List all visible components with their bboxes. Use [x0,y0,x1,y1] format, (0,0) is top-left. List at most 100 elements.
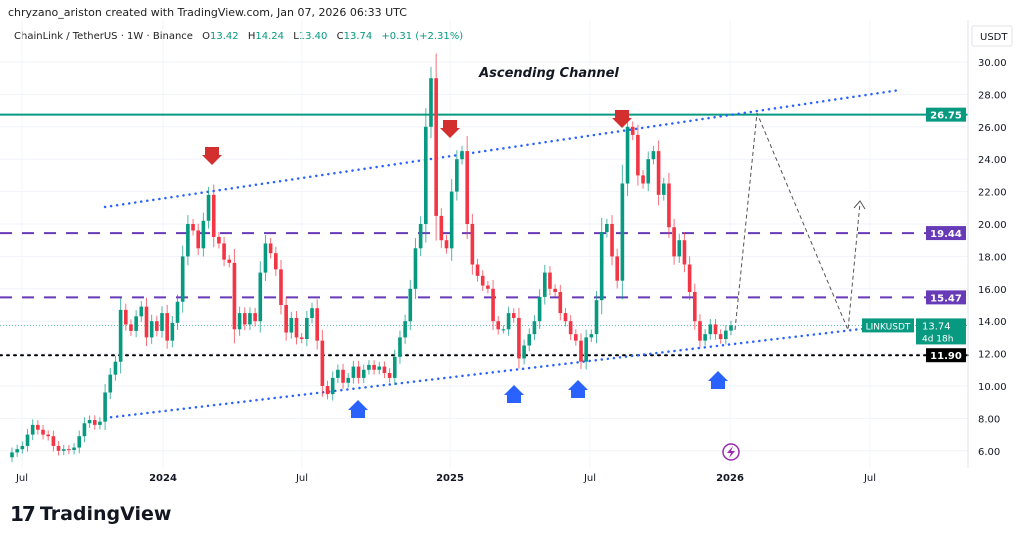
candle-body [636,134,640,176]
open-label: O [202,31,210,42]
credit-text: chryzano_ariston created with TradingVie… [8,6,407,19]
candle-body [692,292,697,322]
candle-body [418,224,423,249]
annotations: 26.75 19.44 15.47 11.90 LINKUSDT 13.74 4d 18h A… [202,66,966,461]
candle-body [703,334,707,341]
y-tick-label: 10.00 [978,382,1007,393]
candle-body [253,313,257,322]
candle-body [289,317,294,333]
candle-body [387,373,392,378]
candle-body [284,305,288,333]
lightning-icon [722,443,740,461]
last-price-badge [916,318,966,345]
candle-body [558,292,563,314]
candle-body [129,324,133,331]
candle-body [548,272,552,289]
lightning-bolt-icon [727,446,735,458]
tradingview-logo-icon: 17 [10,502,36,526]
channel-lower-line [103,321,914,420]
chart-title: Ascending Channel [478,66,619,81]
channel-upper-line [103,88,902,209]
level-badge-label: 11.90 [930,351,962,362]
candle-body [615,256,620,281]
candle-body [144,306,149,338]
arrow-up-icon [708,371,728,389]
candle-body [434,78,438,216]
candle-body [134,316,138,331]
candle-body [108,374,113,393]
candle-body [491,288,495,322]
candle-body [196,230,201,249]
candle-body [211,194,216,237]
candle-body [367,364,371,370]
y-tick-label: 6.00 [978,447,1000,458]
grid [0,20,968,468]
candle-body [263,243,268,273]
level-badge-label: 15.47 [930,293,962,304]
candle-body [667,183,671,228]
low-value: 13.40 [298,31,328,42]
candle-body [25,434,30,446]
candle-body [620,183,625,281]
currency-button[interactable] [971,25,1013,47]
y-tick-label: 8.00 [978,414,1000,425]
candle-body [103,392,107,422]
candle-body [227,259,232,263]
candle-body [470,224,475,265]
candle-body [708,324,713,335]
candle-body [506,313,511,330]
arrow-down-icon [440,120,460,138]
candle-body [92,420,97,425]
candle-body [336,369,340,378]
projection-arrowhead [853,200,866,210]
candle-body [677,240,682,257]
candle-body [698,321,702,341]
last-price-label: 13.74 [922,321,951,332]
tradingview-logo[interactable]: 17 TradingView [10,502,171,526]
symbol-badge [862,318,914,333]
candle-body [139,306,144,317]
candle-body [687,264,692,293]
symbol-name[interactable]: ChainLink / TetherUS · 1W · Binance [14,31,193,42]
candle-body [30,424,35,435]
candle-body [61,449,66,451]
candle-body [206,194,211,221]
drawings [0,88,969,420]
y-tick-label: 16.00 [978,285,1007,296]
candle-body [10,452,14,458]
candle-body [273,253,278,270]
candle-body [56,445,61,451]
candle-body [377,366,382,370]
price-axis: 6.00 8.00 10.00 12.00 14.00 16.00 18.00 20.00 22… [967,20,1013,468]
x-tick-label: Jul [583,473,596,484]
candle-body [82,423,87,437]
candle-body [36,424,40,430]
candle-body [527,334,532,346]
candle-body [522,345,526,359]
y-tick-label: 20.00 [978,220,1007,231]
candle-body [579,340,583,362]
candle-body [713,324,718,335]
currency-label: USDT [980,32,1008,43]
x-tick-label: Jul [15,473,28,484]
candle-body [361,369,366,378]
candle-body [186,224,190,257]
candle-body [625,126,630,184]
candle-body [444,240,449,249]
candle-body [455,159,459,192]
y-tick-label: 18.00 [978,252,1007,263]
candle-body [661,183,666,195]
candle-body [217,236,221,244]
level-badge [926,226,966,241]
y-tick-label: 22.00 [978,188,1007,199]
candle-body [325,386,330,395]
open-value: 13.42 [210,31,239,42]
candle-body [165,313,169,341]
candle-body [72,447,76,450]
candle-body [584,337,588,362]
candle-body [20,445,25,450]
arrow-down-icon [202,147,222,165]
arrow-up-icon [568,380,588,398]
